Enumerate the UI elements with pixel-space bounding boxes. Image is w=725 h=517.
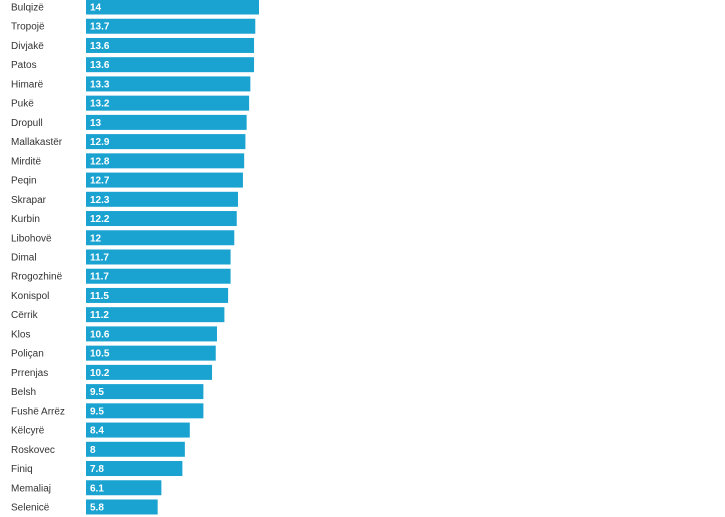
category-label: Pukë [11,99,34,110]
category-label: Memaliaj [11,483,51,494]
bar-value-label: 12.2 [90,214,110,225]
category-label: Klos [11,329,30,340]
bar[interactable] [86,499,158,515]
bar[interactable] [86,114,247,130]
bar-value-label: 13.3 [90,79,110,90]
bar-value-label: 13.6 [90,41,110,52]
bar[interactable] [86,249,231,265]
category-label: Kurbin [11,214,40,225]
bar[interactable] [86,211,237,227]
category-label: Roskovec [11,445,55,456]
category-label: Belsh [11,387,36,398]
bar[interactable] [86,345,216,361]
bar[interactable] [86,384,204,400]
bar[interactable] [86,37,255,53]
bar-value-label: 12.8 [90,156,110,167]
bar[interactable] [86,307,225,323]
bar-value-label: 5.8 [90,502,104,513]
category-label: Këlcyrë [11,426,45,437]
bar[interactable] [86,153,245,169]
bar-value-label: 13.2 [90,99,110,110]
bar[interactable] [86,95,250,111]
category-label: Bulqizë [11,3,44,14]
category-label: Prrenjas [11,368,48,379]
category-label: Divjakë [11,41,44,52]
category-label: Selenicë [11,502,50,513]
bar-value-label: 12.7 [90,176,110,187]
category-label: Tropojë [11,22,45,33]
bar[interactable] [86,0,259,15]
bar-value-label: 13.6 [90,60,110,71]
bar[interactable] [86,461,183,477]
bar-value-label: 12.3 [90,195,110,206]
bar-value-label: 9.5 [90,406,104,417]
category-label: Mirditë [11,156,41,167]
bar-value-label: 10.2 [90,368,110,379]
category-label: Skrapar [11,195,47,206]
bar-value-label: 13.7 [90,22,110,33]
category-label: Konispol [11,291,49,302]
bar[interactable] [86,230,235,246]
bar[interactable] [86,57,255,73]
bar[interactable] [86,441,185,457]
bar[interactable] [86,287,229,303]
category-label: Dimal [11,252,37,263]
category-label: Mallakastër [11,137,63,148]
bar-value-label: 11.7 [90,272,109,283]
bar[interactable] [86,403,204,419]
bar-value-label: 11.2 [90,310,109,321]
category-label: Cërrik [11,310,39,321]
bar[interactable] [86,364,213,380]
bar-value-label: 9.5 [90,387,104,398]
category-label: Fushë Arrëz [11,406,65,417]
category-label: Rrogozhinë [11,272,63,283]
bar[interactable] [86,76,251,92]
bar[interactable] [86,18,256,34]
category-label: Libohovë [11,233,52,244]
bar-value-label: 11.7 [90,252,109,263]
bar-value-label: 12 [90,233,102,244]
bar-value-label: 7.8 [90,464,104,475]
bar[interactable] [86,326,217,342]
bar[interactable] [86,268,231,284]
bar[interactable] [86,191,238,207]
bar[interactable] [86,480,162,496]
bar-value-label: 11.5 [90,291,109,302]
category-label: Poliçan [11,349,44,360]
bar[interactable] [86,422,190,438]
bar-value-label: 12.9 [90,137,110,148]
bar-value-label: 6.1 [90,483,104,494]
category-label: Peqin [11,176,37,187]
bar-value-label: 10.6 [90,329,110,340]
bar-value-label: 13 [90,118,102,129]
category-label: Finiq [11,464,33,475]
category-label: Dropull [11,118,43,129]
bar-value-label: 14 [90,3,102,14]
category-label: Patos [11,60,37,71]
bar-value-label: 8.4 [90,426,104,437]
bar-value-label: 10.5 [90,349,110,360]
bar[interactable] [86,134,246,150]
bar-value-label: 8 [90,445,96,456]
category-label: Himarë [11,79,44,90]
bar[interactable] [86,172,243,188]
